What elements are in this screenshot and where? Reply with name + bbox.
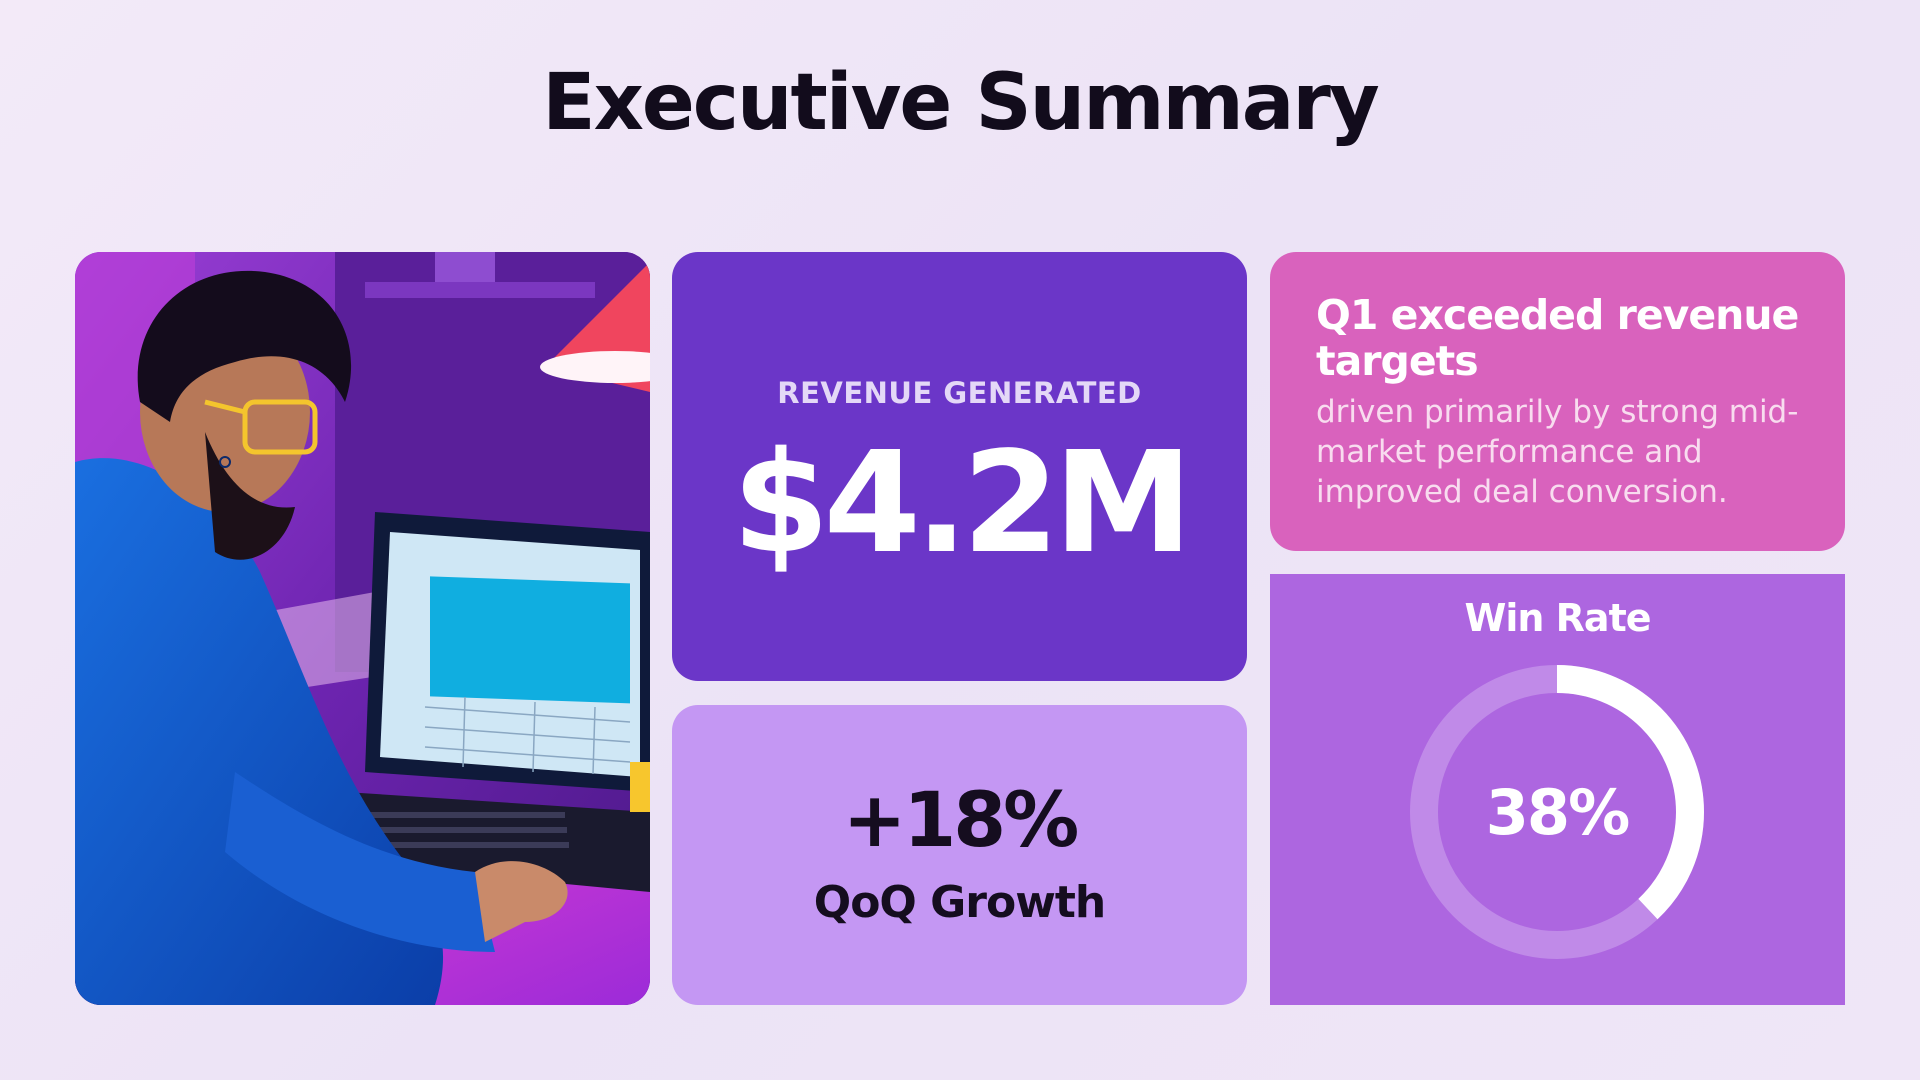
insight-body: driven primarily by strong mid-market pe… [1316, 394, 1799, 510]
growth-value: +18% [842, 775, 1080, 864]
growth-card: +18% QoQ Growth [672, 705, 1247, 1005]
win-rate-card: Win Rate 38% [1270, 574, 1845, 1005]
insight-card: Q1 exceeded revenue targets driven prima… [1270, 252, 1845, 551]
person-at-laptop-illustration [75, 252, 650, 1005]
win-rate-donut: 38% [1410, 665, 1704, 959]
win-rate-ring-fill [1410, 665, 1704, 959]
win-rate-label: Win Rate [1464, 596, 1651, 640]
page-title: Executive Summary [542, 58, 1379, 148]
growth-label: QoQ Growth [813, 877, 1106, 928]
revenue-value: $4.2M [732, 422, 1193, 585]
revenue-card: REVENUE GENERATED $4.2M [672, 252, 1247, 681]
win-rate-value: 38% [1486, 776, 1629, 849]
insight-heading: Q1 exceeded revenue targets [1316, 291, 1799, 385]
illustration-card [75, 252, 650, 1005]
revenue-label: REVENUE GENERATED [777, 376, 1142, 410]
